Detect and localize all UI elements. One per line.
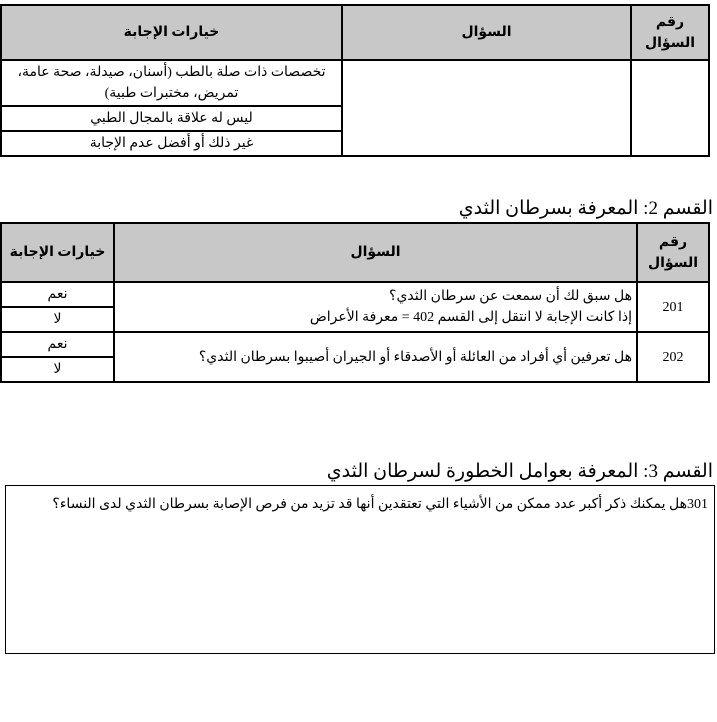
question-201-number: 201 bbox=[636, 281, 710, 333]
table1-row-option-2: ليس له علاقة بالمجال الطبي bbox=[0, 105, 709, 132]
table1-header-row: رقم السؤال السؤال خيارات الإجابة bbox=[0, 4, 710, 61]
question-202-cell: هل تعرفين أي أفراد من العائلة أو الأصدقا… bbox=[113, 331, 638, 383]
answer-option-other-no-answer: غير ذلك أو أفضل عدم الإجابة bbox=[0, 130, 343, 157]
answer-option-medical-related: تخصصات ذات صلة بالطب (أسنان، صيدلة، صحة … bbox=[0, 59, 343, 107]
table2-header-question: السؤال bbox=[113, 222, 638, 283]
answer-option-not-medical: ليس له علاقة بالمجال الطبي bbox=[0, 105, 343, 132]
table1-row-option-1: تخصصات ذات صلة بالطب (أسنان، صيدلة، صحة … bbox=[0, 59, 710, 157]
questionnaire-page: رقم السؤال السؤال خيارات الإجابة تخصصات … bbox=[0, 4, 715, 654]
table1-question-cell bbox=[341, 59, 632, 157]
section3-heading: القسم 3: المعرفة بعوامل الخطورة لسرطان ا… bbox=[326, 461, 713, 482]
table2-header-question-number: رقم السؤال bbox=[636, 222, 710, 283]
table2-row-201-yes: 201 هل سبق لك أن سمعت عن سرطان الثدي؟ إذ… bbox=[0, 281, 710, 333]
question-202-option-yes: نعم bbox=[0, 331, 115, 358]
table1-header-question-number: رقم السؤال bbox=[630, 4, 710, 61]
table-section1-continued: رقم السؤال السؤال خيارات الإجابة تخصصات … bbox=[0, 4, 710, 157]
table1-header-question: السؤال bbox=[341, 4, 632, 61]
table2-header-row: رقم السؤال السؤال خيارات الإجابة bbox=[0, 222, 710, 283]
question-202-number: 202 bbox=[636, 331, 710, 383]
table2-header-answer-options: خيارات الإجابة bbox=[0, 222, 115, 283]
question-201-cell: هل سبق لك أن سمعت عن سرطان الثدي؟ إذا كا… bbox=[113, 281, 638, 333]
question-201-text: هل سبق لك أن سمعت عن سرطان الثدي؟ bbox=[389, 289, 632, 304]
table-section2-knowledge: رقم السؤال السؤال خيارات الإجابة 201 هل … bbox=[0, 222, 710, 383]
question-301-box: 301هل يمكنك ذكر أكبر عدد ممكن من الأشياء… bbox=[5, 485, 715, 654]
table2-row-201-no: لا bbox=[0, 306, 709, 333]
question-201-option-no: لا bbox=[0, 306, 115, 333]
section2-heading: القسم 2: المعرفة بسرطان الثدي bbox=[458, 198, 713, 219]
table1-row-option-3: غير ذلك أو أفضل عدم الإجابة bbox=[0, 130, 709, 157]
question-202-option-no: لا bbox=[0, 356, 115, 383]
table2-row-202-no: لا bbox=[0, 356, 709, 383]
question-301-text: 301هل يمكنك ذكر أكبر عدد ممكن من الأشياء… bbox=[52, 497, 708, 512]
table1-header-answer-options: خيارات الإجابة bbox=[0, 4, 343, 61]
question-202-text: هل تعرفين أي أفراد من العائلة أو الأصدقا… bbox=[198, 349, 632, 365]
table2-row-202-yes: 202 هل تعرفين أي أفراد من العائلة أو الأ… bbox=[0, 331, 710, 383]
question-201-skip-instruction: إذا كانت الإجابة لا انتقل إلى القسم 402 … bbox=[309, 310, 632, 325]
question-201-option-yes: نعم bbox=[0, 281, 115, 308]
table1-question-number-cell bbox=[630, 59, 710, 157]
